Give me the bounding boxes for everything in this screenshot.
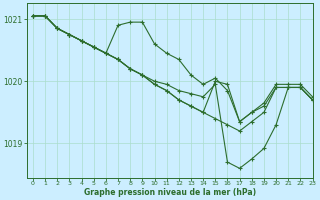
X-axis label: Graphe pression niveau de la mer (hPa): Graphe pression niveau de la mer (hPa) bbox=[84, 188, 256, 197]
